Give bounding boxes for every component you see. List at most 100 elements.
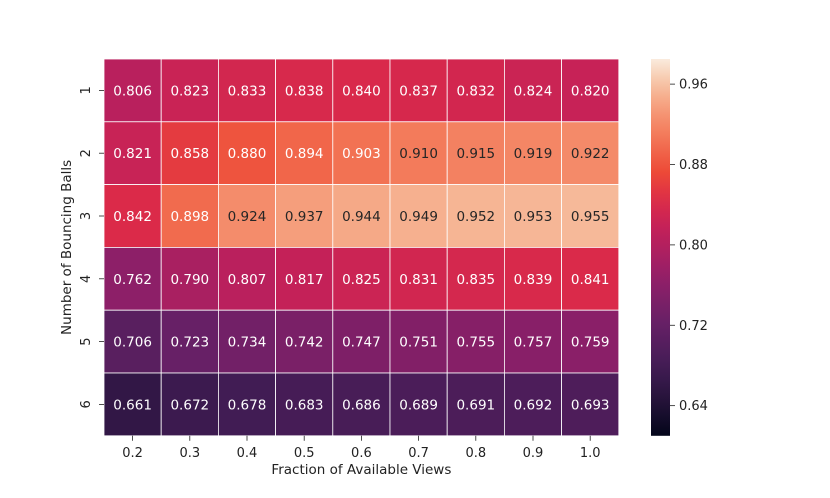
y-tick-label: 5 <box>79 337 94 345</box>
cell-value-label: 0.919 <box>514 146 553 162</box>
heatmap-cell <box>160 58 219 123</box>
x-tick-label: 0.6 <box>351 446 372 461</box>
y-tick-label: 2 <box>79 149 94 157</box>
cell-value-label: 0.944 <box>342 209 381 225</box>
heatmap-cell <box>446 121 505 186</box>
x-tick-label: 0.5 <box>294 446 315 461</box>
cell-value-label: 0.841 <box>571 272 610 288</box>
heatmap-cell <box>275 58 334 123</box>
heatmap-cell <box>103 246 162 311</box>
heatmap-cell <box>332 58 391 123</box>
cell-value-label: 0.706 <box>113 335 152 351</box>
heatmap-cell <box>389 372 448 437</box>
x-axis: 0.2 0.3 0.4 0.5 0.6 0.7 0.8 0.9 1.0 <box>122 435 601 461</box>
cell-value-label: 0.898 <box>170 209 209 225</box>
heatmap-cell <box>160 372 219 437</box>
cell-value-label: 0.747 <box>342 335 381 351</box>
cell-value-label: 0.820 <box>571 83 610 99</box>
cell-value-label: 0.751 <box>399 335 438 351</box>
heatmap-cell <box>332 184 391 248</box>
colorbar: 0.64 0.72 0.80 0.88 0.96 <box>651 59 708 436</box>
cell-value-label: 0.842 <box>113 209 152 225</box>
heatmap-cell <box>561 246 620 311</box>
heatmap-cell-labels: 0.806 0.823 0.833 0.838 0.840 0.837 0.832 0.824… <box>113 83 609 413</box>
heatmap-cell <box>503 58 562 123</box>
heatmap-cell <box>275 246 334 311</box>
heatmap-cell <box>160 184 219 248</box>
y-tick-label: 6 <box>79 400 94 408</box>
cell-value-label: 0.955 <box>571 209 610 225</box>
heatmap-cell <box>103 58 162 123</box>
cell-value-label: 0.903 <box>342 146 381 162</box>
x-tick-label: 1.0 <box>580 446 601 461</box>
cell-value-label: 0.910 <box>399 146 438 162</box>
heatmap-cell <box>217 372 276 437</box>
heatmap-cell <box>503 372 562 437</box>
cell-value-label: 0.922 <box>571 146 610 162</box>
y-tick-label: 3 <box>79 212 94 220</box>
heatmap-cells <box>103 58 620 437</box>
colorbar-tick-label: 0.96 <box>679 78 708 93</box>
heatmap-cell <box>103 372 162 437</box>
heatmap-cell <box>103 121 162 186</box>
cell-value-label: 0.949 <box>399 209 438 225</box>
y-tick-label: 1 <box>79 86 94 94</box>
heatmap-cell <box>103 184 162 248</box>
heatmap-cell <box>217 184 276 248</box>
cell-value-label: 0.825 <box>342 272 381 288</box>
heatmap-cell <box>275 309 334 374</box>
cell-value-label: 0.806 <box>113 83 152 99</box>
heatmap-cell <box>217 309 276 374</box>
cell-value-label: 0.807 <box>228 272 267 288</box>
cell-value-label: 0.689 <box>399 397 438 413</box>
heatmap-cell <box>160 309 219 374</box>
heatmap-cell <box>561 372 620 437</box>
heatmap-cell <box>561 121 620 186</box>
cell-value-label: 0.686 <box>342 397 381 413</box>
cell-value-label: 0.762 <box>113 272 152 288</box>
cell-value-label: 0.880 <box>228 146 267 162</box>
x-tick-label: 0.8 <box>465 446 486 461</box>
cell-value-label: 0.840 <box>342 83 381 99</box>
cell-value-label: 0.755 <box>456 335 495 351</box>
cell-value-label: 0.661 <box>113 397 152 413</box>
cell-value-label: 0.831 <box>399 272 438 288</box>
x-tick-label: 0.7 <box>408 446 429 461</box>
heatmap-cell <box>275 184 334 248</box>
heatmap-cell <box>275 121 334 186</box>
heatmap-cell <box>446 309 505 374</box>
cell-value-label: 0.824 <box>514 83 553 99</box>
cell-value-label: 0.823 <box>170 83 209 99</box>
heatmap-cell <box>561 309 620 374</box>
cell-value-label: 0.894 <box>285 146 324 162</box>
heatmap-cell <box>160 246 219 311</box>
cell-value-label: 0.693 <box>571 397 610 413</box>
cell-value-label: 0.759 <box>571 335 610 351</box>
cell-value-label: 0.858 <box>170 146 209 162</box>
x-tick-label: 0.4 <box>237 446 258 461</box>
cell-value-label: 0.678 <box>228 397 267 413</box>
cell-value-label: 0.915 <box>456 146 495 162</box>
cell-value-label: 0.691 <box>456 397 495 413</box>
cell-value-label: 0.734 <box>228 335 267 351</box>
heatmap-cell <box>332 372 391 437</box>
cell-value-label: 0.837 <box>399 83 438 99</box>
cell-value-label: 0.839 <box>514 272 553 288</box>
heatmap-cell <box>217 58 276 123</box>
heatmap-cell <box>561 184 620 248</box>
cell-value-label: 0.838 <box>285 83 324 99</box>
y-axis-label: Number of Bouncing Balls <box>59 160 75 335</box>
heatmap-cell <box>103 309 162 374</box>
cell-value-label: 0.817 <box>285 272 324 288</box>
cell-value-label: 0.952 <box>456 209 495 225</box>
cell-value-label: 0.790 <box>170 272 209 288</box>
cell-value-label: 0.742 <box>285 335 324 351</box>
x-tick-label: 0.9 <box>523 446 544 461</box>
x-tick-label: 0.2 <box>122 446 143 461</box>
x-axis-label: Fraction of Available Views <box>271 462 451 478</box>
heatmap-cell <box>503 246 562 311</box>
cell-value-label: 0.833 <box>228 83 267 99</box>
colorbar-gradient <box>651 59 670 436</box>
y-axis: 1 2 3 4 5 6 <box>79 86 104 409</box>
cell-value-label: 0.672 <box>170 397 209 413</box>
